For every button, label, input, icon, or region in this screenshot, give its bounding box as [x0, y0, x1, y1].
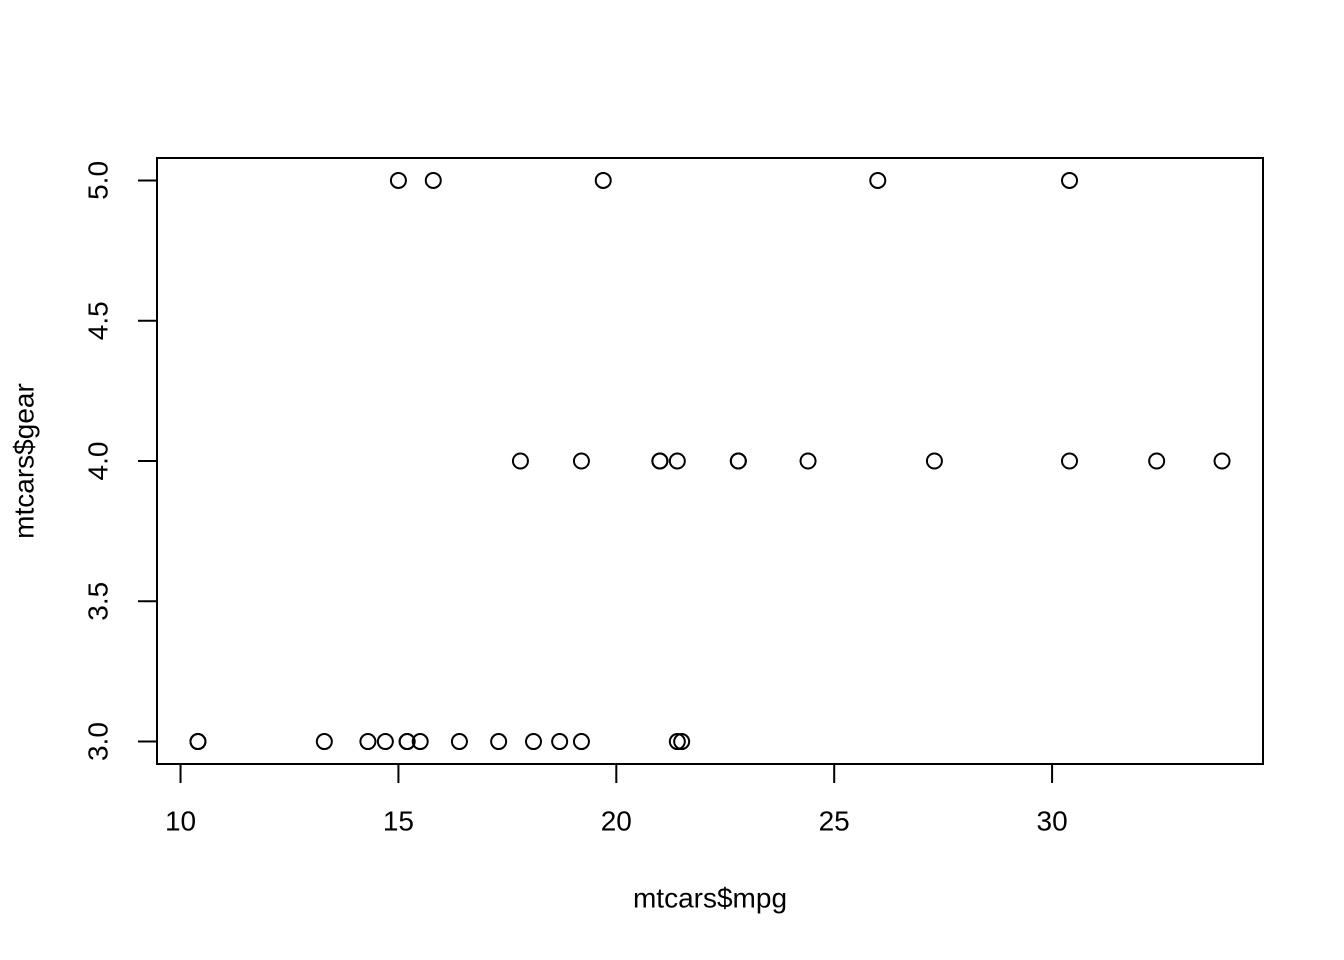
y-axis-title: mtcars$gear [8, 383, 39, 539]
point [651, 452, 669, 470]
point [376, 733, 394, 751]
point [729, 452, 747, 470]
point [594, 171, 612, 189]
point [572, 733, 590, 751]
point [1061, 452, 1079, 470]
point [799, 452, 817, 470]
x-axis-title: mtcars$mpg [633, 882, 787, 913]
point [1061, 171, 1079, 189]
point [189, 733, 207, 751]
point [668, 452, 686, 470]
point [551, 733, 569, 751]
y-tick-label: 4.5 [82, 301, 113, 340]
y-tick-label: 3.5 [82, 582, 113, 621]
point [389, 171, 407, 189]
point [673, 733, 691, 751]
point [925, 452, 943, 470]
y-tick-label: 4.0 [82, 442, 113, 481]
point [572, 452, 590, 470]
x-tick-label: 10 [165, 805, 196, 836]
point [1213, 452, 1231, 470]
y-tick-label: 5.0 [82, 161, 113, 200]
point [1148, 452, 1166, 470]
point [450, 733, 468, 751]
x-tick-label: 30 [1037, 805, 1068, 836]
x-tick-label: 20 [601, 805, 632, 836]
x-tick-label: 25 [819, 805, 850, 836]
x-tick-label: 15 [383, 805, 414, 836]
plot-frame [156, 157, 1264, 765]
point [511, 452, 529, 470]
point [668, 733, 686, 751]
point [315, 733, 333, 751]
point [398, 733, 416, 751]
y-tick-label: 3.0 [82, 722, 113, 761]
point [359, 733, 377, 751]
point [411, 733, 429, 751]
point [525, 733, 543, 751]
point [869, 171, 887, 189]
point [490, 733, 508, 751]
point [424, 171, 442, 189]
